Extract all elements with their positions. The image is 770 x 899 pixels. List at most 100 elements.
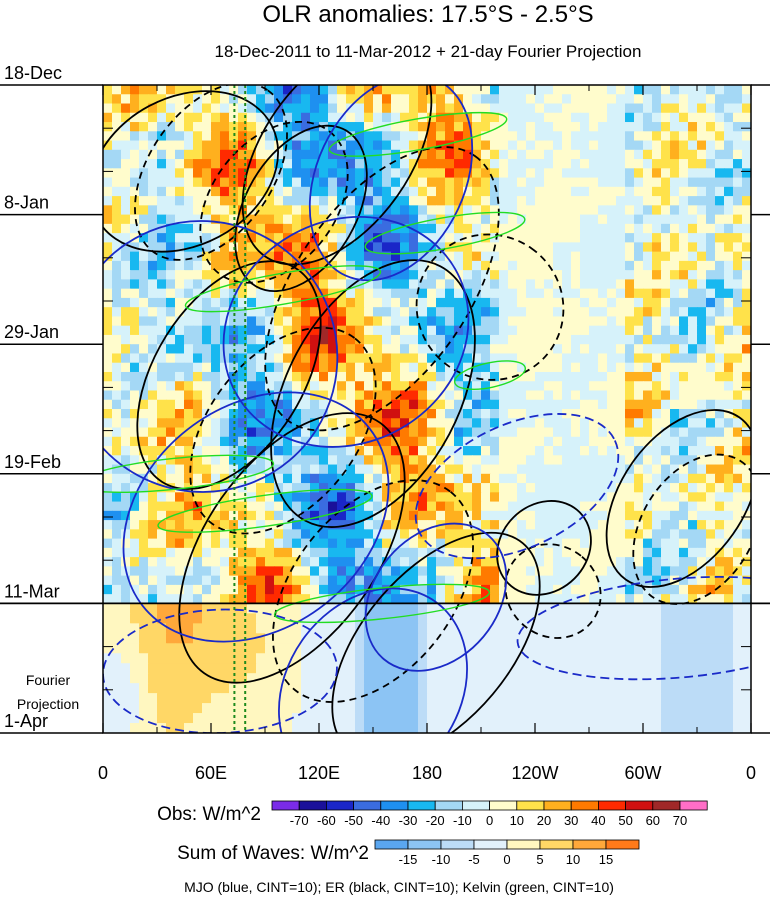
projection-cell [436,723,446,733]
anomaly-cell [508,464,518,475]
anomaly-cell [679,233,689,243]
anomaly-cell [400,547,410,558]
anomaly-cell [283,547,293,558]
anomaly-cell [220,584,230,595]
anomaly-cell [184,501,194,512]
projection-cell [616,643,626,654]
anomaly-cell [130,177,140,188]
anomaly-cell [715,371,725,382]
anomaly-cell [688,140,698,151]
projection-cell [166,633,176,644]
anomaly-cell [616,473,626,484]
projection-cell [634,623,644,634]
projection-cell [355,643,365,654]
anomaly-cell [292,547,302,558]
projection-cell [607,683,617,694]
anomaly-cell [202,547,212,558]
anomaly-cell [643,353,653,364]
anomaly-cell [625,260,635,271]
anomaly-cell [499,510,509,521]
anomaly-cell [157,446,167,456]
anomaly-cell [247,557,257,567]
anomaly-cell [652,131,662,142]
anomaly-cell [166,242,176,253]
projection-cell [652,683,662,694]
anomaly-cell [544,584,554,595]
projection-cell [130,693,140,704]
anomaly-cell [472,362,482,373]
anomaly-cell [202,464,212,475]
projection-cell [580,713,590,724]
anomaly-cell [490,446,500,456]
projection-cell [103,613,113,624]
projection-cell [472,683,482,694]
anomaly-cell [481,177,491,188]
anomaly-cell [544,483,554,493]
anomaly-cell [652,575,662,586]
anomaly-cell [724,288,734,299]
projection-cell [724,673,734,684]
anomaly-cell [616,520,626,530]
projection-cell [112,663,122,674]
anomaly-cell [409,297,419,308]
anomaly-cell [274,140,284,151]
anomaly-cell [319,260,329,271]
anomaly-cell [220,223,230,234]
anomaly-cell [742,455,751,466]
anomaly-cell [283,409,293,419]
anomaly-cell [670,297,680,308]
anomaly-cell [706,196,716,206]
anomaly-cell [454,186,464,197]
projection-cell [148,643,158,654]
anomaly-cell [634,409,644,419]
anomaly-cell [175,418,185,429]
wave-contours [103,85,751,733]
anomaly-cell [688,390,698,401]
anomaly-cell [445,409,455,419]
projection-cell [211,633,221,644]
projection-cell [157,613,167,624]
projection-cell [562,623,572,634]
anomaly-cell [490,140,500,151]
anomaly-cell [481,344,491,355]
anomaly-cell [697,288,707,299]
anomaly-cell [202,501,212,512]
er-contour [272,479,474,703]
anomaly-cell [274,297,284,308]
projection-cell [418,633,428,644]
anomaly-cell [445,455,455,466]
anomaly-cell [355,103,365,114]
anomaly-cell [436,594,446,604]
anomaly-cell [121,214,131,225]
anomaly-cell [553,362,563,373]
anomaly-cell [589,492,599,503]
projection-cell [148,613,158,624]
projection-cell [661,653,671,664]
projection-cell [724,713,734,724]
anomaly-cell [355,455,365,466]
projection-cell [472,673,482,684]
anomaly-cell [652,557,662,567]
projection-cell [238,723,248,733]
anomaly-cell [382,307,392,318]
anomaly-cell [256,112,266,123]
projection-cell [706,703,716,714]
anomaly-cell [535,473,545,484]
er-contour [134,85,288,261]
anomaly-cell [238,353,248,364]
anomaly-cell [256,538,266,549]
anomaly-cell [724,334,734,345]
anomaly-cell [553,510,563,521]
anomaly-cell [742,538,751,549]
anomaly-cell [427,529,437,540]
projection-cell [364,673,374,684]
anomaly-cell [670,390,680,401]
anomaly-cell [166,94,176,105]
anomaly-cell [499,316,509,327]
anomaly-cell [553,149,563,160]
anomaly-cell [166,279,176,290]
anomaly-cell [607,510,617,521]
anomaly-cell [481,547,491,558]
anomaly-cell [157,575,167,586]
projection-cell [679,613,689,624]
